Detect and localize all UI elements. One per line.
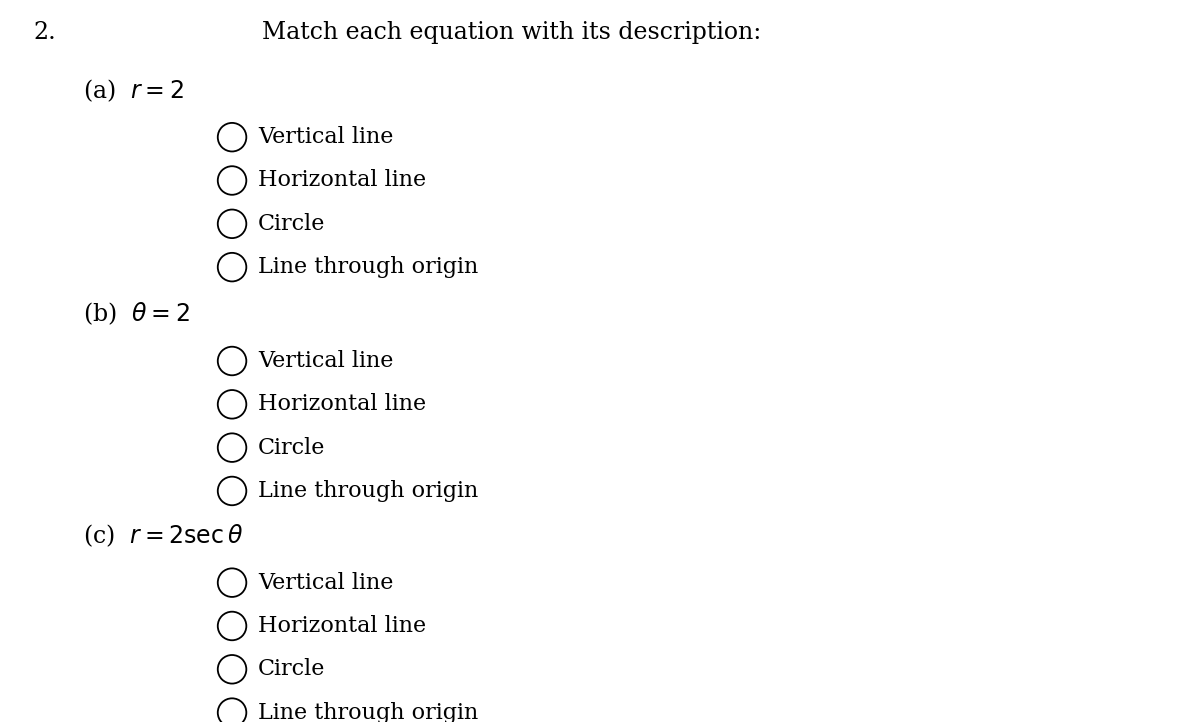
Text: Line through origin: Line through origin <box>258 480 478 502</box>
Text: Line through origin: Line through origin <box>258 702 478 722</box>
Text: Horizontal line: Horizontal line <box>258 393 426 415</box>
Text: Horizontal line: Horizontal line <box>258 170 426 191</box>
Text: Match each equation with its description:: Match each equation with its description… <box>262 21 762 44</box>
Text: (c)  $r = 2\sec\theta$: (c) $r = 2\sec\theta$ <box>83 523 244 549</box>
Text: 2.: 2. <box>33 21 56 44</box>
Text: Vertical line: Vertical line <box>258 350 394 372</box>
Text: (b)  $\theta = 2$: (b) $\theta = 2$ <box>83 301 190 327</box>
Text: Circle: Circle <box>258 437 326 458</box>
Text: Horizontal line: Horizontal line <box>258 615 426 637</box>
Text: Vertical line: Vertical line <box>258 126 394 148</box>
Text: Circle: Circle <box>258 658 326 680</box>
Text: Line through origin: Line through origin <box>258 256 478 278</box>
Text: (a)  $r = 2$: (a) $r = 2$ <box>83 77 184 103</box>
Text: Circle: Circle <box>258 213 326 235</box>
Text: Vertical line: Vertical line <box>258 572 394 593</box>
